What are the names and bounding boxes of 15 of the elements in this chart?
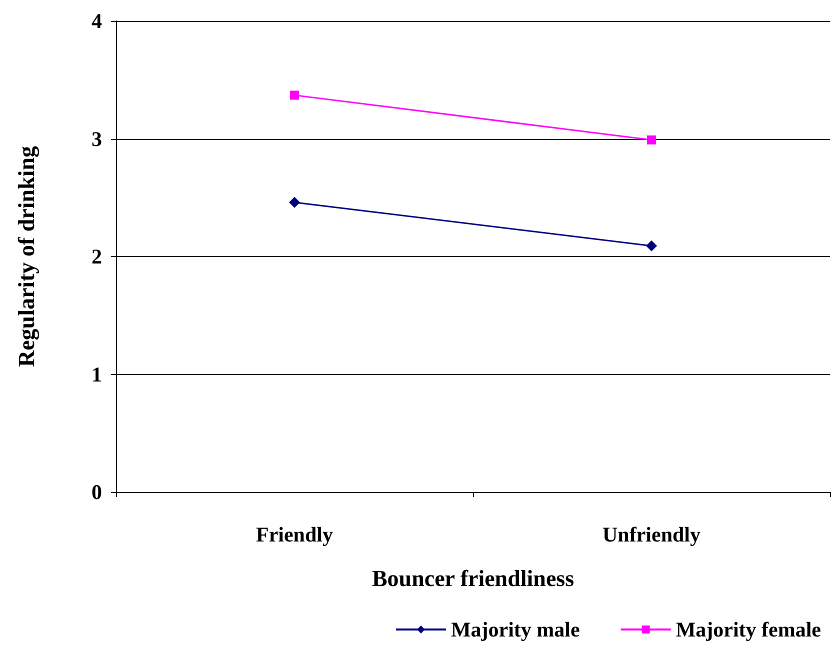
legend-label: Majority female xyxy=(676,618,822,642)
y-tick-label: 4 xyxy=(92,9,102,33)
point xyxy=(646,240,657,252)
x-axis-title: Bouncer friendliness xyxy=(372,566,574,591)
point xyxy=(647,135,656,144)
point xyxy=(289,196,300,208)
x-tick-label: Unfriendly xyxy=(602,522,701,546)
point xyxy=(290,90,299,100)
y-tick-label: 0 xyxy=(92,480,102,504)
y-tick-label: 1 xyxy=(92,362,102,386)
legend-label: Majority male xyxy=(450,618,580,642)
y-tick-label: 2 xyxy=(92,244,102,268)
x-tick-label: Friendly xyxy=(256,522,334,546)
y-tick-label: 3 xyxy=(92,126,102,151)
y-axis-title: Regularity of drinking xyxy=(14,145,40,368)
